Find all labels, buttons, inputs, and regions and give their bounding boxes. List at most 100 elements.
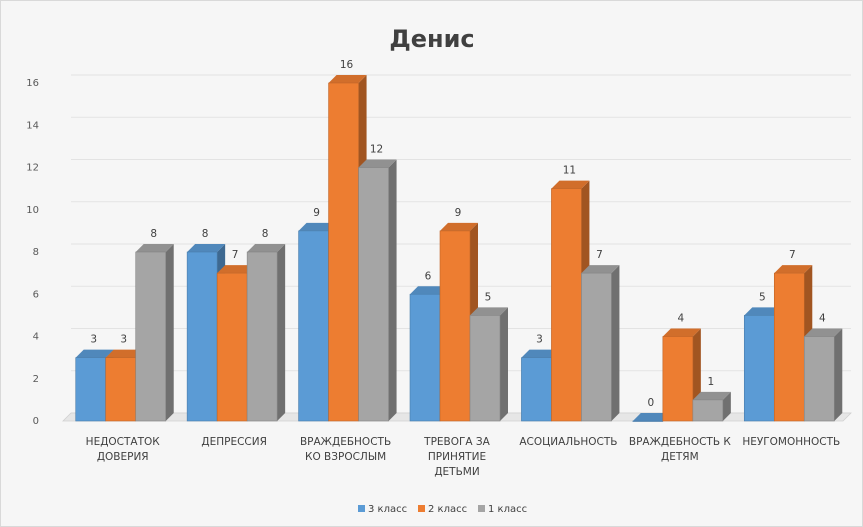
data-label: 3: [120, 334, 127, 346]
x-category-label-line: КО ВЗРОСЛЫМ: [305, 451, 386, 463]
data-label: 0: [648, 397, 655, 409]
y-tick-label: 0: [33, 416, 39, 427]
bar-top: [804, 328, 843, 337]
legend-item: 1 класс: [478, 504, 527, 515]
y-tick-label: 14: [26, 120, 39, 131]
bar-top: [632, 413, 671, 421]
x-category-label-line: ПРИНЯТИЕ: [428, 451, 486, 463]
data-label: 8: [262, 228, 269, 240]
data-label: 1: [708, 376, 715, 388]
data-label: 8: [202, 228, 209, 240]
bar-front: [246, 251, 278, 422]
legend-swatch: [418, 505, 425, 512]
y-axis-ticks: 0 2 4 6 8 10 12 14 16: [26, 78, 39, 427]
data-label: 6: [425, 270, 432, 282]
data-label: 3: [536, 334, 543, 346]
x-category-label-line: ДЕТЬМИ: [434, 466, 479, 478]
y-tick-label: 10: [26, 205, 39, 216]
bar-top: [662, 328, 701, 337]
bar: [469, 307, 508, 422]
bar-front: [358, 167, 389, 422]
y-tick-label: 2: [33, 374, 39, 385]
bar-front: [298, 230, 329, 422]
data-label: 4: [819, 313, 826, 325]
bar-front: [469, 315, 501, 422]
bar-front: [692, 399, 724, 422]
bar-front: [662, 336, 694, 422]
x-category-label: ВРАЖДЕБНОСТЬ КО ВЗРОСЛЫМ: [300, 436, 391, 463]
data-label: 7: [596, 249, 603, 261]
bar-front: [521, 357, 552, 422]
bar-side: [500, 307, 508, 421]
bar-front: [551, 188, 582, 422]
y-tick-label: 12: [26, 163, 39, 174]
bar-side: [277, 244, 286, 421]
x-category-label: ДЕПРЕССИЯ: [201, 436, 267, 448]
bar-front: [75, 357, 107, 422]
bar-top: [135, 244, 174, 252]
bar-top: [744, 307, 783, 316]
x-category-label-line: НЕДОСТАТОК: [86, 436, 161, 448]
bar-top: [328, 75, 367, 83]
bar-front: [409, 293, 441, 422]
data-label: 5: [485, 291, 492, 303]
bar-front: [581, 272, 612, 422]
bar-top: [410, 286, 448, 295]
y-tick-label: 6: [33, 289, 39, 300]
bar: [692, 391, 731, 422]
x-category-label-line: АСОЦИАЛЬНОСТЬ: [519, 436, 617, 448]
bar-top: [105, 349, 144, 358]
data-label: 7: [232, 249, 239, 261]
bar: [135, 244, 174, 422]
bar-top: [581, 265, 620, 274]
data-label: 11: [563, 165, 576, 177]
bar-front: [105, 357, 137, 422]
bar-top: [551, 180, 590, 189]
bar-front: [135, 251, 167, 422]
bar: [358, 159, 397, 422]
bar-top: [187, 244, 226, 252]
y-tick-label: 4: [33, 332, 39, 343]
bar: [803, 328, 843, 422]
bar: [662, 328, 701, 422]
x-category-label-line: ДЕТЯМ: [661, 451, 699, 463]
bar-front: [328, 82, 359, 422]
data-label: 16: [340, 59, 354, 71]
data-label: 4: [678, 313, 685, 325]
x-category-label-line: НЕУГОМОННОСТЬ: [742, 436, 840, 448]
bar-top: [774, 265, 813, 274]
data-label: 3: [90, 334, 97, 346]
bar-top: [358, 159, 397, 168]
bar-top: [440, 222, 478, 231]
bar-top: [247, 244, 286, 252]
bar-top: [298, 222, 337, 231]
legend-label: 1 класс: [488, 504, 527, 515]
legend-label: 3 класс: [368, 504, 407, 515]
bar-front: [216, 272, 248, 422]
bar-side: [722, 391, 731, 421]
x-category-label: НЕДОСТАТОК ДОВЕРИЯ: [86, 436, 161, 463]
bar-top: [75, 349, 114, 358]
y-tick-label: 16: [26, 78, 39, 89]
x-axis-categories: НЕДОСТАТОК ДОВЕРИЯ ДЕПРЕССИЯ ВРАЖДЕБНОСТЬ КО…: [86, 436, 841, 478]
bar-front: [773, 272, 805, 422]
data-label: 12: [370, 144, 383, 156]
legend-item: 3 класс: [358, 504, 407, 515]
bar: [246, 244, 286, 422]
x-category-label: НЕУГОМОННОСТЬ: [742, 436, 840, 448]
legend: 3 класс 2 класс 1 класс: [358, 504, 527, 515]
x-category-label-line: ТРЕВОГА ЗА: [423, 436, 491, 448]
x-category-label-line: ВРАЖДЕБНОСТЬ: [300, 436, 391, 448]
bar-top: [692, 391, 731, 400]
bar-front: [439, 230, 471, 422]
bar-side: [165, 244, 174, 421]
bar-front: [632, 420, 664, 422]
x-category-label: АСОЦИАЛЬНОСТЬ: [519, 436, 617, 448]
data-label: 7: [789, 249, 796, 261]
bar-top: [521, 349, 560, 358]
x-category-label-line: ВРАЖДЕБНОСТЬ К: [629, 436, 732, 448]
bars: [75, 75, 843, 422]
bar-front: [803, 336, 835, 422]
